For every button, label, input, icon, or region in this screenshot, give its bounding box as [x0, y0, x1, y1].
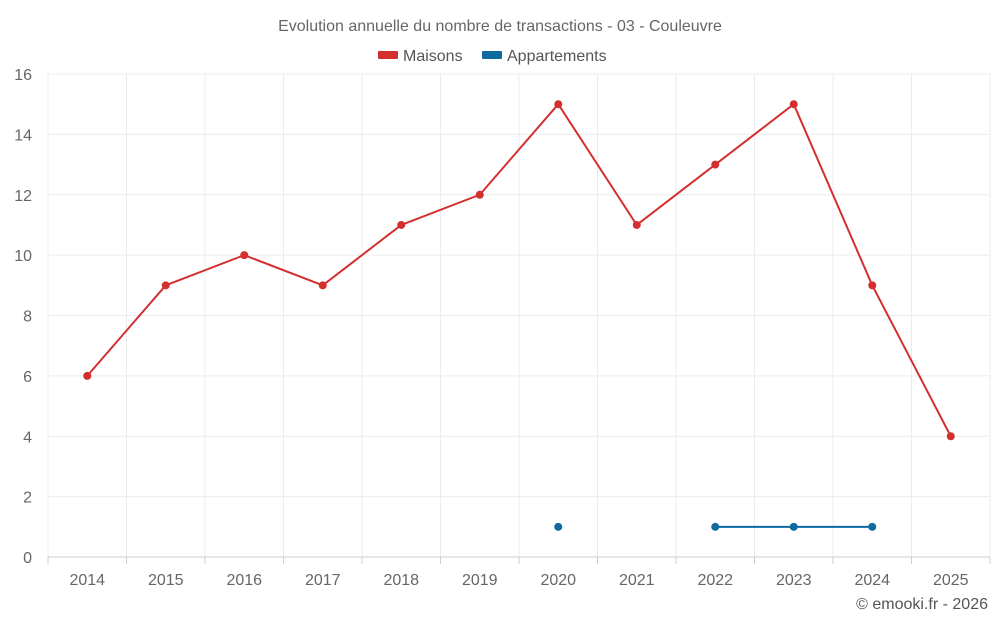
x-tick-label: 2022: [697, 572, 733, 589]
legend-label-maisons: Maisons: [403, 48, 463, 65]
y-tick-label: 6: [23, 369, 32, 386]
x-tick-label: 2021: [619, 572, 655, 589]
data-point-appartements[interactable]: [789, 522, 798, 531]
y-tick-label: 14: [14, 127, 32, 144]
data-point-maisons[interactable]: [161, 281, 170, 290]
y-tick-label: 0: [23, 550, 32, 567]
data-point-maisons[interactable]: [397, 220, 406, 229]
data-point-maisons[interactable]: [789, 100, 798, 109]
data-point-appartements[interactable]: [554, 522, 563, 531]
y-tick-label: 16: [14, 67, 32, 84]
legend[interactable]: Maisons Appartements: [378, 48, 607, 65]
chart-title: Evolution annuelle du nombre de transact…: [278, 18, 722, 35]
data-point-appartements[interactable]: [868, 522, 877, 531]
data-point-appartements[interactable]: [711, 522, 720, 531]
series-appartements: [554, 522, 877, 531]
credit-text: © emooki.fr - 2026: [856, 596, 988, 613]
series: [83, 100, 955, 531]
data-point-maisons[interactable]: [475, 190, 484, 199]
axes: 0 2 4 6 8 10 12 14 16 2014 2015 2016 2017 2018 2019 202…: [14, 67, 991, 589]
legend-item-appartements[interactable]: Appartements: [482, 48, 607, 65]
data-point-maisons[interactable]: [318, 281, 327, 290]
series-maisons: [83, 100, 955, 441]
x-tick-label: 2025: [933, 572, 969, 589]
x-tick-label: 2018: [383, 572, 419, 589]
data-point-maisons[interactable]: [240, 251, 249, 260]
x-tick-label: 2017: [305, 572, 341, 589]
x-tick-label: 2019: [462, 572, 498, 589]
y-tick-label: 12: [14, 188, 32, 205]
data-point-maisons[interactable]: [946, 432, 955, 441]
data-point-maisons[interactable]: [632, 220, 641, 229]
data-point-maisons[interactable]: [868, 281, 877, 290]
data-point-maisons[interactable]: [554, 100, 563, 109]
legend-item-maisons[interactable]: Maisons: [378, 48, 463, 65]
data-point-maisons[interactable]: [83, 371, 92, 380]
y-tick-label: 2: [23, 490, 32, 507]
x-tick-label: 2023: [776, 572, 812, 589]
x-tick-label: 2024: [854, 572, 890, 589]
y-tick-label: 8: [23, 309, 32, 326]
legend-label-appartements: Appartements: [507, 48, 607, 65]
x-tick-label: 2020: [540, 572, 576, 589]
x-tick-label: 2016: [226, 572, 262, 589]
y-tick-label: 10: [14, 248, 32, 265]
data-point-maisons[interactable]: [711, 160, 720, 169]
y-tick-label: 4: [23, 429, 32, 446]
legend-swatch-maisons: [378, 51, 398, 59]
x-tick-label: 2015: [148, 572, 184, 589]
legend-swatch-appartements: [482, 51, 502, 59]
gridlines: [47, 73, 991, 557]
x-tick-label: 2014: [69, 572, 105, 589]
series-line-maisons: [86, 103, 952, 437]
